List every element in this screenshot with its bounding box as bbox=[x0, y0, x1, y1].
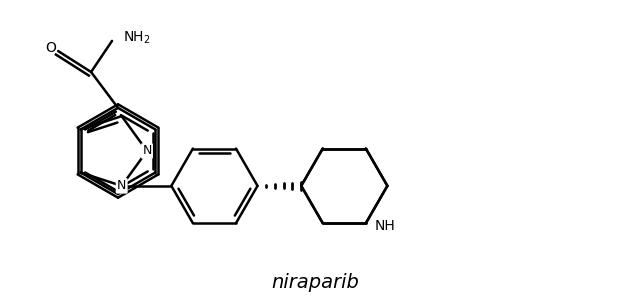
Text: O: O bbox=[45, 41, 56, 55]
Text: NH$_2$: NH$_2$ bbox=[123, 30, 150, 46]
Text: N: N bbox=[143, 144, 151, 158]
Text: NH: NH bbox=[375, 219, 396, 233]
Text: N: N bbox=[117, 179, 126, 192]
Text: niraparib: niraparib bbox=[271, 273, 360, 292]
